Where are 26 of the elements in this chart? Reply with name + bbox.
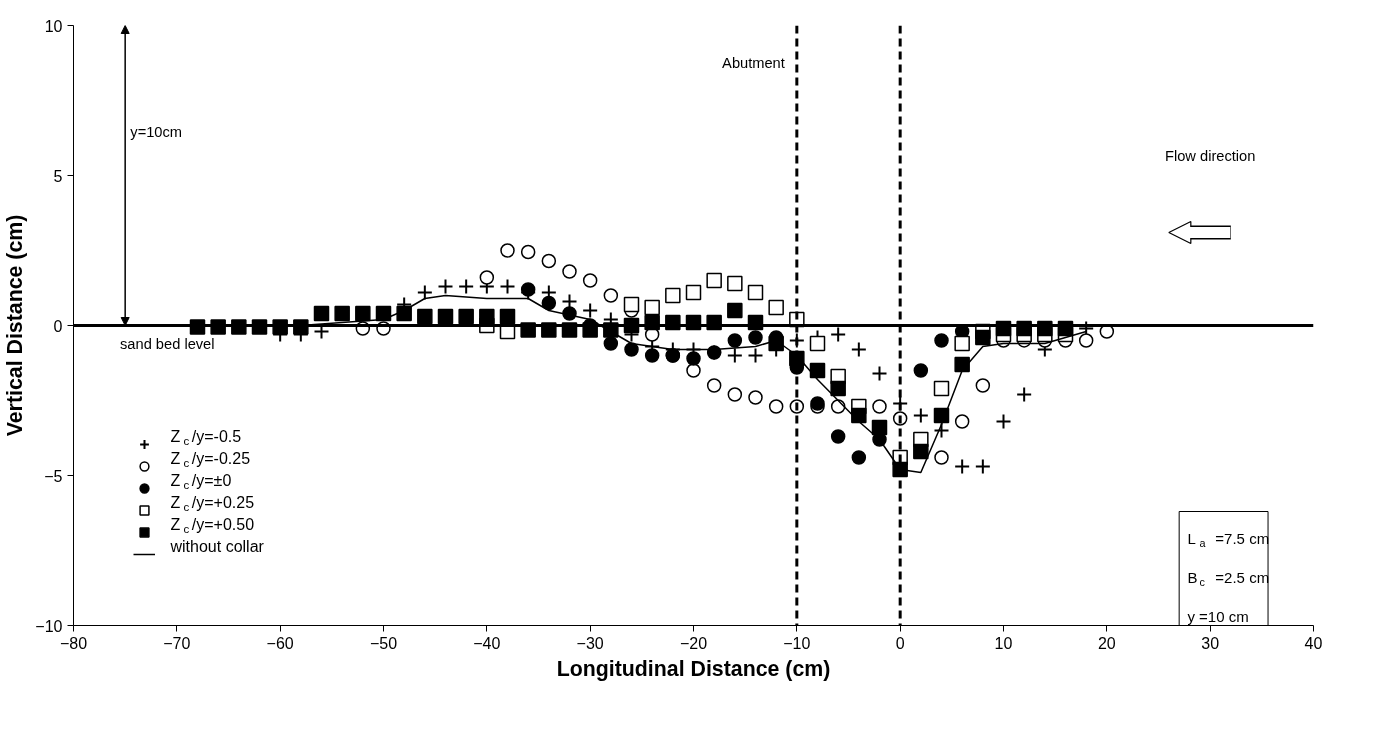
x-tick-label: −10 xyxy=(783,634,811,652)
annotation: Flow direction xyxy=(1164,147,1256,164)
ref-line-label: sand bed level xyxy=(120,335,215,352)
x-tick-label: −70 xyxy=(163,634,191,652)
x-tick-label: −20 xyxy=(679,634,708,652)
y-tick-label: 0 xyxy=(53,317,63,335)
ref-line-label: Abutment xyxy=(722,54,785,71)
x-tick-label: 40 xyxy=(1304,634,1323,652)
x-tick-label: −30 xyxy=(576,634,604,652)
y-tick-label: −10 xyxy=(35,617,63,635)
annotation: y =10 cm xyxy=(1187,608,1249,626)
y-tick-label: 10 xyxy=(44,17,63,35)
x-tick-label: 30 xyxy=(1201,634,1220,652)
x-tick-label: 20 xyxy=(1097,634,1116,652)
legend-label: without collar xyxy=(169,538,265,555)
x-tick-label: −80 xyxy=(59,634,88,652)
x-tick-label: 0 xyxy=(895,634,905,652)
y-axis-title: Vertical Distance (cm) xyxy=(3,214,28,437)
x-tick-label: −60 xyxy=(266,634,294,652)
y-tick-label: 5 xyxy=(53,167,63,185)
x-tick-label: −40 xyxy=(473,634,501,652)
annotation: y=10cm xyxy=(130,123,183,140)
x-tick-label: −50 xyxy=(369,634,398,652)
x-axis-title: Longitudinal Distance (cm) xyxy=(556,656,831,681)
y-tick-label: −5 xyxy=(44,467,63,485)
x-tick-label: 10 xyxy=(994,634,1013,652)
